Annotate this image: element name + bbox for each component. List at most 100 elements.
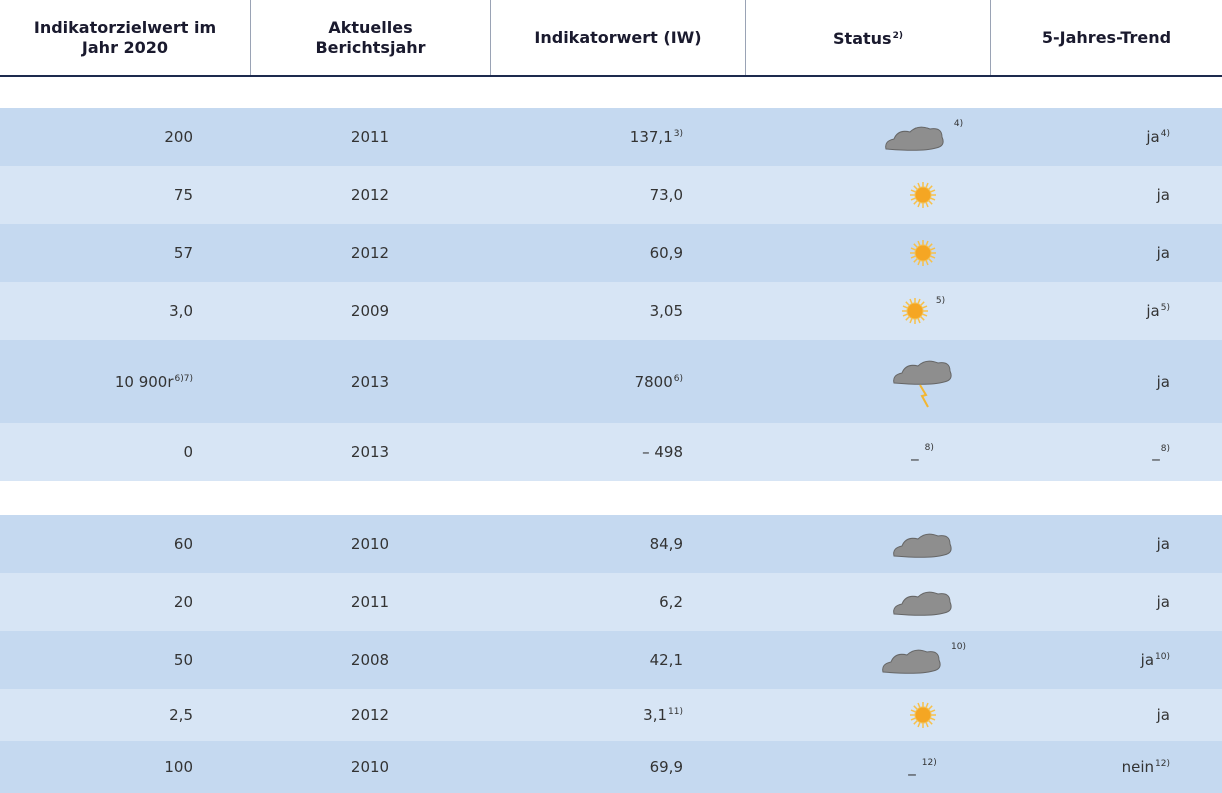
table-cell: 2012 <box>250 166 490 224</box>
target-text: 20 <box>173 593 193 611</box>
year-text: 2009 <box>350 302 390 320</box>
table-cell: 60 <box>0 515 250 573</box>
table-cell: 2013 <box>250 340 490 423</box>
target-text: 0 <box>183 443 193 461</box>
table-cell: 20 <box>0 573 250 631</box>
sun-icon <box>909 240 936 266</box>
table-cell: 3,111) <box>490 689 745 741</box>
header-text: Status2) <box>833 29 903 48</box>
header-text: Indikatorzielwert im Jahr 2020 <box>33 17 217 57</box>
year-text: 2011 <box>350 593 390 611</box>
target-text: 60 <box>173 535 193 553</box>
column-header: Indikatorwert (IW) <box>490 0 745 75</box>
table-cell: 6,2 <box>490 573 745 631</box>
table-row: 10 900r6)7) 2013 78006) ja <box>0 340 1222 423</box>
table-row: 3,0 2009 3,05 5) ja5) <box>0 282 1222 340</box>
target-text: 50 <box>173 651 193 669</box>
table-cell: 2010 <box>250 515 490 573</box>
table-cell <box>745 340 990 423</box>
value-text: 78006) <box>634 372 683 391</box>
footnote: 6) <box>673 373 683 384</box>
footnote: 12) <box>921 758 937 768</box>
target-text: 2,5 <box>169 706 193 724</box>
table-cell: 5) <box>745 282 990 340</box>
table-row: 2,5 2012 3,111) ja <box>0 689 1222 741</box>
column-header: Aktuelles Berichtsjahr <box>250 0 490 75</box>
year-text: 2012 <box>350 244 390 262</box>
table-cell: ja <box>990 166 1222 224</box>
sun-icon <box>909 702 936 728</box>
table-cell: 3,0 <box>0 282 250 340</box>
footnote: 6)7) <box>174 373 193 384</box>
cloud-icon <box>892 533 952 558</box>
table-cell: – 498 <box>490 423 745 481</box>
table-cell <box>745 166 990 224</box>
table-cell: ja <box>990 689 1222 741</box>
table-cell: 78006) <box>490 340 745 423</box>
year-text: 2012 <box>350 186 390 204</box>
column-header: Indikatorzielwert im Jahr 2020 <box>0 0 250 75</box>
table-row: 50 2008 42,1 10) ja10) <box>0 631 1222 689</box>
footnote: 5) <box>935 296 946 306</box>
table-row: 60 2010 84,9 ja <box>0 515 1222 573</box>
table-cell: 2010 <box>250 741 490 793</box>
year-text: 2010 <box>350 758 390 776</box>
table-cell: ja4) <box>990 108 1222 166</box>
table-cell: 3,05 <box>490 282 745 340</box>
table-row: 20 2011 6,2 ja <box>0 573 1222 631</box>
table-cell: 2009 <box>250 282 490 340</box>
table-cell: 42,1 <box>490 631 745 689</box>
table-cell: 2012 <box>250 689 490 741</box>
value-text: 69,9 <box>649 758 683 776</box>
trend-text: ja <box>1156 593 1170 611</box>
table-cell <box>745 224 990 282</box>
target-text: 200 <box>164 128 193 146</box>
footnote: 8) <box>1160 444 1170 454</box>
table-cell: 10) <box>745 631 990 689</box>
target-text: 57 <box>173 244 193 262</box>
column-header: 5-Jahres-Trend <box>990 0 1222 75</box>
target-text: 3,0 <box>169 302 193 320</box>
table-cell: ja <box>990 340 1222 423</box>
table-cell <box>745 515 990 573</box>
year-text: 2008 <box>350 651 390 669</box>
status-wrap <box>908 180 938 210</box>
table-cell: ja <box>990 224 1222 282</box>
year-text: 2013 <box>350 372 390 391</box>
table-cell: 4) <box>745 108 990 166</box>
table-cell: ja5) <box>990 282 1222 340</box>
table-cell: 2012 <box>250 224 490 282</box>
table-cell: 73,0 <box>490 166 745 224</box>
year-text: 2011 <box>350 128 390 146</box>
header-text: Aktuelles Berichtsjahr <box>315 17 426 57</box>
table-cell: nein12) <box>990 741 1222 793</box>
value-text: 137,13) <box>629 128 683 146</box>
table-cell: 100 <box>0 741 250 793</box>
sun-icon <box>901 298 928 324</box>
status-wrap: 10) <box>879 642 966 678</box>
value-text: 60,9 <box>649 244 683 262</box>
table-row: 75 2012 73,0 ja <box>0 166 1222 224</box>
trend-text: ja10) <box>1140 651 1170 669</box>
value-text: 84,9 <box>649 535 683 553</box>
table-cell: 2013 <box>250 423 490 481</box>
table-cell: 50 <box>0 631 250 689</box>
header-text: Indikatorwert (IW) <box>534 27 702 47</box>
trend-text: ja <box>1156 535 1170 553</box>
table-cell: 84,9 <box>490 515 745 573</box>
footnote: 5) <box>1160 303 1170 313</box>
footnote: 2) <box>892 31 903 41</box>
table-cell: 10 900r6)7) <box>0 340 250 423</box>
year-text: 2013 <box>350 443 390 461</box>
sun-icon <box>909 182 936 208</box>
storm-icon <box>892 360 952 407</box>
cloud-icon <box>882 649 941 674</box>
table-cell: 75 <box>0 166 250 224</box>
status-wrap <box>908 238 938 268</box>
target-text: 10 900r6)7) <box>114 372 193 391</box>
table-cell: 0 <box>0 423 250 481</box>
trend-text: ja4) <box>1146 128 1170 146</box>
table-row: 0 2013– 498 _ 8) _8) <box>0 423 1222 481</box>
table-cell: 60,9 <box>490 224 745 282</box>
